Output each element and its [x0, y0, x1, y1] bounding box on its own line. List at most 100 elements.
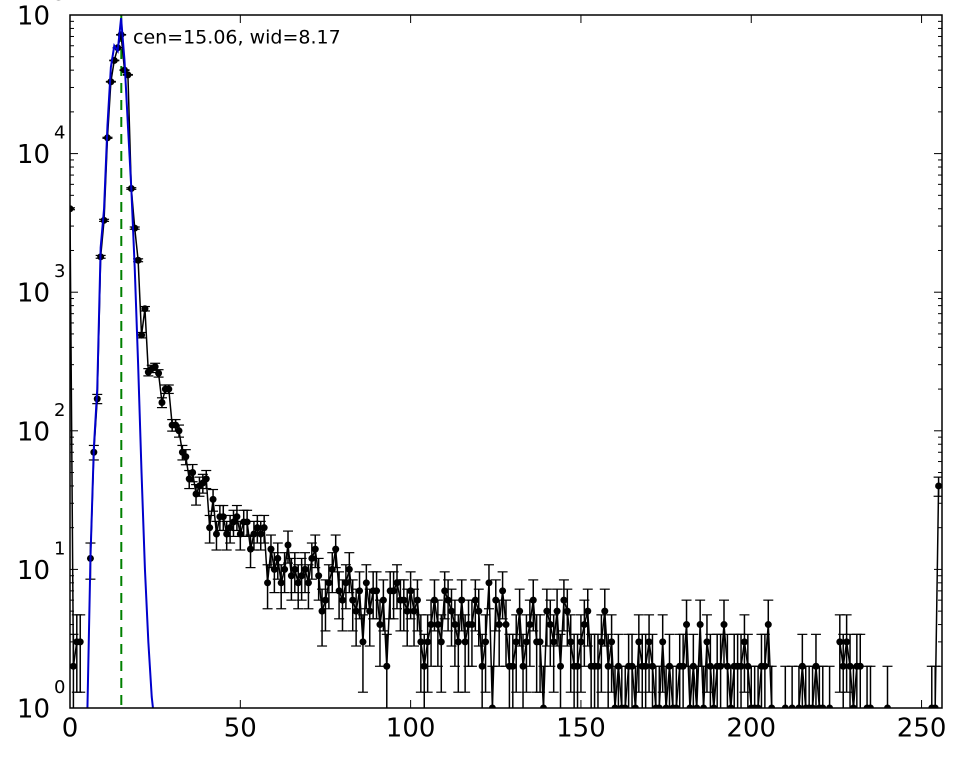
- data-point: [655, 704, 663, 708]
- data-point: [536, 638, 544, 646]
- data-point: [138, 331, 146, 339]
- data-point: [270, 565, 278, 573]
- data-point: [461, 638, 469, 646]
- data-point: [597, 638, 605, 646]
- data-point: [843, 638, 851, 646]
- data-point: [700, 704, 708, 708]
- data-point: [601, 607, 609, 615]
- data-point: [437, 638, 445, 646]
- data-point: [574, 662, 582, 670]
- data-point: [662, 704, 670, 708]
- data-point: [475, 607, 483, 615]
- data-point: [390, 587, 398, 595]
- data-point: [720, 621, 728, 629]
- data-point: [185, 475, 193, 483]
- data-point: [584, 607, 592, 615]
- data-point: [608, 638, 616, 646]
- y-tick-label: 10: [17, 695, 50, 725]
- y-tick-exponent: 0: [54, 677, 65, 698]
- y-tick-exponent: 4: [54, 123, 65, 144]
- data-point: [352, 607, 360, 615]
- data-point: [441, 587, 449, 595]
- data-point: [410, 607, 418, 615]
- plot-frame: [69, 14, 943, 709]
- data-point: [219, 513, 227, 521]
- data-point: [359, 638, 367, 646]
- data-point: [383, 662, 391, 670]
- data-point: [301, 565, 309, 573]
- y-tick-label: 10: [17, 556, 50, 586]
- data-point: [308, 554, 316, 562]
- data-point: [315, 572, 323, 580]
- data-point: [223, 530, 231, 538]
- x-tick-label: 250: [897, 714, 947, 744]
- data-point: [267, 545, 275, 553]
- data-point: [563, 607, 571, 615]
- data-point: [737, 662, 745, 670]
- data-point: [621, 704, 629, 708]
- data-point: [287, 572, 295, 580]
- data-point: [512, 638, 520, 646]
- data-point: [158, 399, 166, 407]
- data-point: [155, 369, 163, 377]
- data-point: [836, 638, 844, 646]
- data-point: [356, 587, 364, 595]
- x-tick-label: 0: [62, 714, 79, 744]
- data-point: [468, 621, 476, 629]
- data-point: [403, 607, 411, 615]
- data-point: [788, 704, 796, 708]
- data-point: [366, 607, 374, 615]
- data-point: [839, 662, 847, 670]
- data-point: [567, 638, 575, 646]
- data-point: [931, 704, 939, 708]
- data-point: [471, 596, 479, 604]
- data-point: [727, 704, 735, 708]
- data-point: [448, 607, 455, 615]
- data-point: [495, 621, 503, 629]
- data-point: [274, 554, 282, 562]
- data-point: [485, 579, 493, 587]
- y-tick-exponent: 2: [54, 400, 65, 421]
- data-point: [754, 704, 762, 708]
- data-point: [631, 704, 639, 708]
- data-point: [577, 638, 585, 646]
- data-point: [696, 621, 704, 629]
- data-point: [420, 662, 428, 670]
- data-point: [427, 621, 435, 629]
- x-tick-label: 100: [386, 714, 436, 744]
- data-point: [206, 524, 214, 532]
- data-point: [672, 704, 680, 708]
- data-point: [444, 596, 452, 604]
- data-point: [335, 587, 343, 595]
- data-point: [373, 587, 381, 595]
- data-point: [580, 621, 588, 629]
- data-point: [659, 638, 667, 646]
- y-tick-label: 10: [17, 417, 50, 447]
- data-point: [202, 475, 210, 483]
- data-point: [212, 530, 220, 538]
- data-point: [604, 662, 612, 670]
- data-point: [866, 704, 874, 708]
- data-point: [393, 579, 401, 587]
- data-point: [809, 704, 817, 708]
- fit-line: [86, 17, 154, 708]
- data-point: [819, 704, 827, 708]
- data-point: [332, 545, 340, 553]
- data-point: [209, 495, 217, 503]
- data-point: [488, 704, 496, 708]
- x-tick-label: 200: [726, 714, 776, 744]
- y-tick-label: 10: [17, 279, 50, 309]
- data-point: [243, 518, 251, 526]
- data-point: [795, 704, 803, 708]
- y-tick-label: 10: [17, 140, 50, 170]
- y-tick-label: 10: [17, 2, 50, 32]
- data-point: [345, 565, 353, 573]
- data-point: [553, 607, 561, 615]
- data-point: [519, 662, 527, 670]
- data-point: [884, 704, 891, 708]
- data-point: [826, 704, 834, 708]
- data-point: [482, 638, 490, 646]
- data-point: [151, 363, 159, 371]
